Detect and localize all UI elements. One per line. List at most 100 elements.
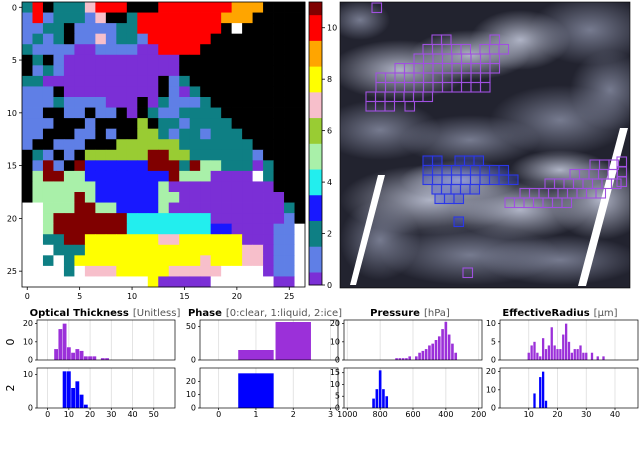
heatmap-cell xyxy=(273,139,285,151)
heatmap-cell xyxy=(221,265,233,277)
heatmap-cell xyxy=(252,33,264,45)
heatmap-cell xyxy=(22,12,33,24)
heatmap-cell xyxy=(189,244,201,256)
heatmap-cell xyxy=(126,202,138,214)
histogram-bar xyxy=(66,347,71,360)
heatmap-cell xyxy=(273,213,285,225)
heatmap-cell xyxy=(294,86,306,98)
heatmap-cell xyxy=(294,234,306,246)
heatmap-cell xyxy=(189,97,201,108)
heatmap-cell xyxy=(200,244,212,256)
heatmap-cell xyxy=(231,44,243,56)
heatmap-cell xyxy=(116,86,128,98)
histogram-xtick-label: 0 xyxy=(45,410,50,419)
heatmap-cell xyxy=(284,276,295,288)
heatmap-cell xyxy=(105,139,117,151)
histogram-bar xyxy=(79,394,84,408)
heatmap-cell xyxy=(231,234,243,246)
heatmap-cell xyxy=(200,213,212,225)
heatmap-cell xyxy=(284,160,295,172)
heatmap-cell xyxy=(284,44,295,56)
heatmap-cell xyxy=(231,33,243,45)
heatmap-cell xyxy=(22,255,33,267)
heatmap-cell xyxy=(105,44,117,56)
heatmap-cell xyxy=(22,97,33,108)
heatmap-cell xyxy=(284,23,295,35)
heatmap-cell xyxy=(147,255,159,267)
heatmap-cell xyxy=(263,107,274,119)
histogram-title: EffectiveRadius [μm] xyxy=(502,308,617,319)
heatmap-cell xyxy=(84,44,96,56)
heatmap-cell xyxy=(252,192,264,203)
colorbar-band xyxy=(309,14,322,41)
histogram-title-main: Optical Thickness xyxy=(30,308,129,319)
heatmap-cell xyxy=(32,86,44,98)
histogram-xtick-label: 40 xyxy=(127,410,137,419)
heatmap-cell xyxy=(158,265,170,277)
heatmap-cell xyxy=(147,97,159,108)
heatmap-cell xyxy=(84,276,96,288)
heatmap-cell xyxy=(263,234,274,246)
histogram-bar xyxy=(579,345,582,360)
heatmap-cell xyxy=(63,54,75,66)
heatmap-cell xyxy=(263,2,274,13)
heatmap-cell xyxy=(231,170,243,182)
heatmap-cell xyxy=(242,160,253,172)
histogram-ytick-label: 10 xyxy=(330,380,340,389)
heatmap-cell xyxy=(22,65,33,77)
heatmap-cell xyxy=(137,118,149,130)
histogram-bar xyxy=(66,371,71,408)
heatmap-cell xyxy=(105,118,117,130)
heatmap-cell xyxy=(74,244,86,256)
heatmap-cell xyxy=(189,192,201,203)
heatmap-ytick-label: 10 xyxy=(7,109,17,118)
heatmap-cell xyxy=(105,97,117,108)
heatmap-cell xyxy=(242,65,253,77)
heatmap-cell xyxy=(252,128,264,140)
heatmap-cell xyxy=(105,213,117,225)
heatmap-cell xyxy=(22,149,33,161)
heatmap-cell xyxy=(137,213,149,225)
cluster-box xyxy=(459,183,471,195)
heatmap-cell xyxy=(231,128,243,140)
heatmap-cell xyxy=(242,202,253,214)
heatmap-cell xyxy=(242,139,253,151)
heatmap-cell xyxy=(263,202,274,214)
heatmap-cell xyxy=(147,54,159,66)
heatmap-cell xyxy=(116,276,128,288)
heatmap-cell xyxy=(200,54,212,66)
heatmap-xtick-label: 20 xyxy=(232,292,242,301)
heatmap-cell xyxy=(168,75,180,87)
heatmap-cell xyxy=(32,181,44,193)
histogram-ytick-label: 20 xyxy=(486,367,496,376)
heatmap-ytick-label: 25 xyxy=(7,267,17,276)
heatmap-cell xyxy=(63,149,75,161)
heatmap-cell xyxy=(116,192,128,203)
cluster-box xyxy=(431,174,443,186)
heatmap-cell xyxy=(137,234,149,246)
heatmap-cell xyxy=(221,33,233,45)
heatmap-cell xyxy=(158,118,170,130)
heatmap-cell xyxy=(200,97,212,108)
heatmap-cell xyxy=(63,265,75,277)
cluster-box xyxy=(488,164,500,176)
heatmap-cell xyxy=(116,170,128,182)
heatmap-cell xyxy=(284,255,295,267)
heatmap-cell xyxy=(158,23,170,35)
satellite-frame xyxy=(339,1,631,289)
heatmap-cell xyxy=(126,244,138,256)
heatmap-cell xyxy=(147,107,159,119)
heatmap-cell xyxy=(294,97,306,108)
heatmap-cell xyxy=(84,181,96,193)
histogram-bar xyxy=(444,321,448,360)
heatmap-frame xyxy=(21,1,306,288)
heatmap-cell xyxy=(210,118,222,130)
heatmap-cell xyxy=(137,149,149,161)
heatmap-cell xyxy=(168,192,180,203)
heatmap-cell xyxy=(137,255,149,267)
heatmap-cell xyxy=(179,170,191,182)
histogram-bar xyxy=(382,389,385,408)
heatmap-cell xyxy=(168,118,180,130)
heatmap-ytick-label: 15 xyxy=(7,162,17,171)
